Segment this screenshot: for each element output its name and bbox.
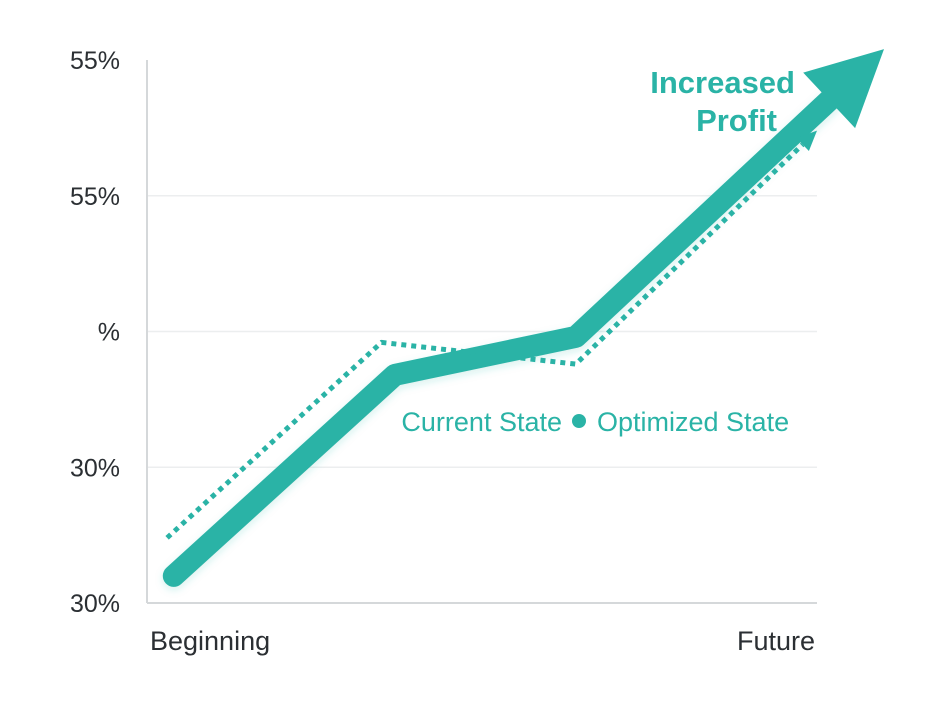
series-arrowhead-optimized-state xyxy=(796,130,817,151)
y-tick-label: 55% xyxy=(70,183,120,211)
legend-separator-dot xyxy=(572,414,586,428)
legend: Current State Optimized State xyxy=(401,407,789,437)
legend-current-state: Current State xyxy=(401,407,562,437)
y-tick-label: % xyxy=(98,319,120,347)
annotation-line-1: Increased xyxy=(650,65,795,100)
series-layer xyxy=(162,49,884,587)
y-tick-label: 30% xyxy=(70,454,120,482)
grid-layer xyxy=(147,195,817,468)
y-tick-label: 55% xyxy=(70,47,120,75)
annotation-line-2: Profit xyxy=(696,103,777,138)
increased-profit-annotation: Increased Profit xyxy=(650,65,795,138)
series-line-current-state xyxy=(162,89,841,587)
y-tick-labels: 30% 30%% 55% 55% xyxy=(70,47,120,618)
series-line-optimized-state xyxy=(165,142,805,540)
x-category-future: Future xyxy=(737,626,815,656)
legend-optimized-state: Optimized State xyxy=(597,407,789,437)
series-optimized-state xyxy=(165,130,817,540)
y-tick-label: 30% xyxy=(70,590,120,618)
series-arrowhead-current-state xyxy=(803,49,884,129)
x-category-beginning: Beginning xyxy=(150,626,270,656)
series-current-state xyxy=(162,49,884,587)
